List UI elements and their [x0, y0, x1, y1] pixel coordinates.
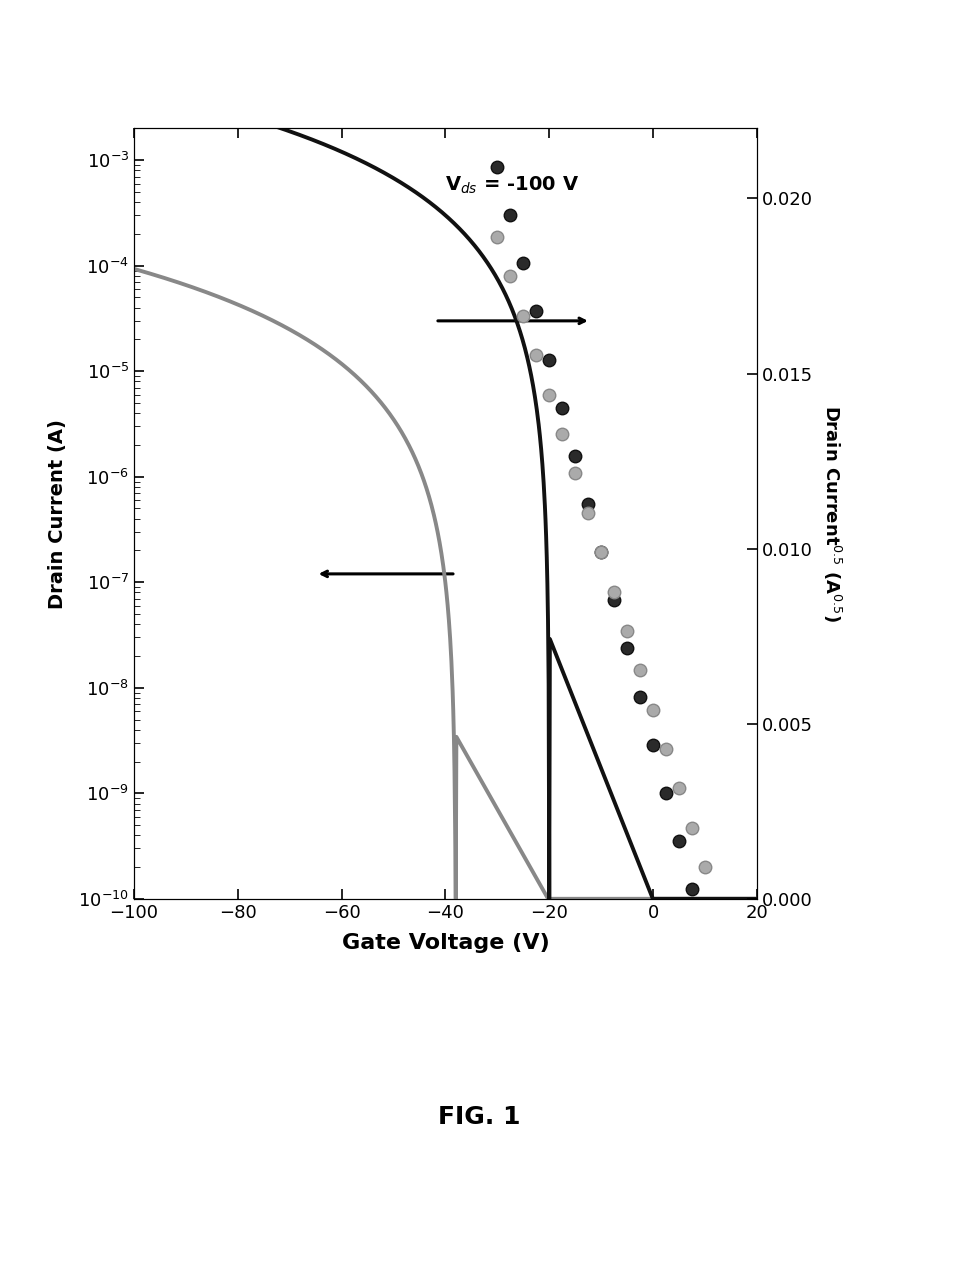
- X-axis label: Gate Voltage (V): Gate Voltage (V): [342, 932, 549, 953]
- Text: V$_{ds}$ = -100 V: V$_{ds}$ = -100 V: [445, 175, 580, 196]
- Text: FIG. 1: FIG. 1: [438, 1106, 520, 1129]
- Y-axis label: Drain Current (A): Drain Current (A): [48, 419, 67, 609]
- Y-axis label: Drain Current$^{0.5}$ (A$^{0.5}$): Drain Current$^{0.5}$ (A$^{0.5}$): [821, 404, 843, 623]
